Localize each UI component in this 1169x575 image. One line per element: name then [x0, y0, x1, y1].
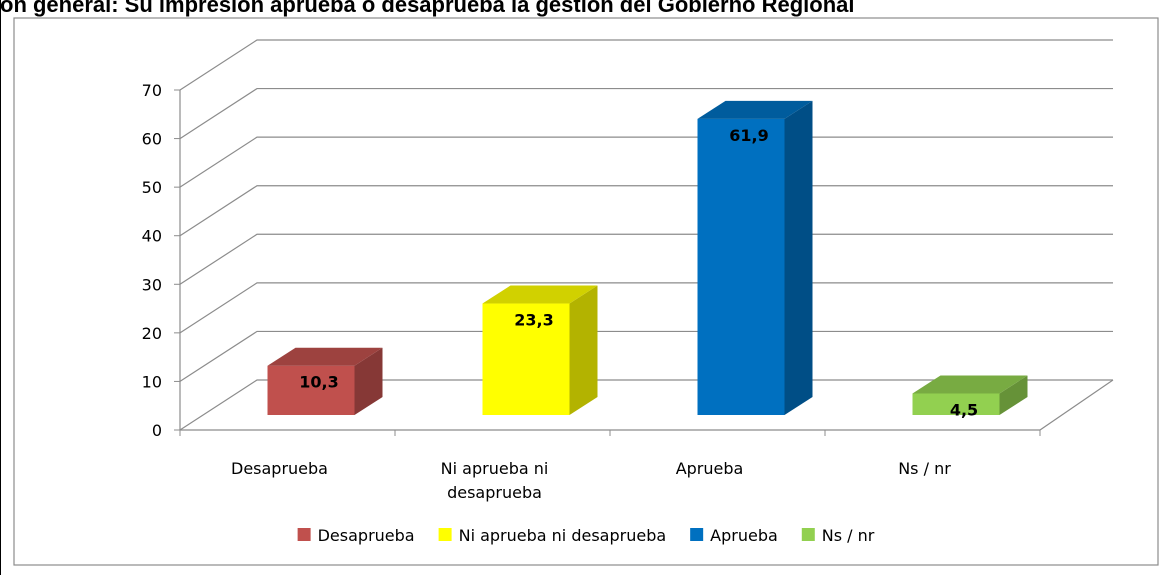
- y-tick-label: 60: [142, 130, 162, 149]
- data-label: 10,3: [299, 373, 338, 392]
- bar: [482, 285, 598, 415]
- grid-line: [179, 39, 1113, 91]
- bar-front: [482, 303, 570, 415]
- legend-swatch: [438, 528, 452, 541]
- grid-line: [179, 330, 1113, 382]
- x-tick-label: Aprueba: [676, 459, 744, 478]
- grid-line: [179, 185, 1113, 237]
- bar: [912, 375, 1028, 415]
- y-tick-label: 0: [152, 421, 162, 440]
- data-label: 23,3: [514, 311, 553, 330]
- bar-front: [912, 393, 1000, 415]
- bar-side: [784, 100, 813, 415]
- y-tick-label: 50: [142, 178, 162, 197]
- bar: [697, 100, 813, 415]
- y-tick-label: 30: [142, 275, 162, 294]
- data-label: 4,5: [950, 400, 978, 419]
- legend-label: Ns / nr: [822, 526, 875, 545]
- y-tick-label: 40: [142, 227, 162, 246]
- grid-line: [179, 136, 1113, 188]
- bar-top: [482, 285, 598, 304]
- grid-line: [179, 379, 1113, 431]
- bar-front: [697, 118, 785, 415]
- x-tick-label: Desaprueba: [231, 459, 328, 478]
- grid-line: [179, 233, 1113, 285]
- bar-side: [999, 375, 1028, 415]
- bar-top: [697, 100, 813, 119]
- legend-label: Ni aprueba ni desaprueba: [459, 526, 667, 545]
- legend-label: Desaprueba: [318, 526, 415, 545]
- bar-top: [912, 375, 1028, 394]
- grid-line: [179, 282, 1113, 334]
- bar: [267, 347, 383, 415]
- legend: Desaprueba Ni aprueba ni desaprueba Aprueb…: [297, 526, 875, 545]
- x-tick-label: Ni aprueba ni desaprueba: [441, 459, 549, 502]
- chart-title: on general: Su impresión aprueba o desap…: [0, 0, 855, 17]
- data-label: 61,9: [729, 126, 768, 145]
- legend-swatch: [690, 528, 704, 541]
- y-tick-label: 20: [142, 324, 162, 343]
- bar-top: [267, 347, 383, 366]
- x-tick-label: Ns / nr: [898, 459, 951, 478]
- bar-front: [267, 365, 355, 415]
- legend-swatch: [297, 528, 311, 541]
- grid-line: [179, 87, 1113, 140]
- bar-side: [569, 285, 598, 415]
- y-tick-label: 10: [142, 372, 162, 391]
- legend-label: Aprueba: [710, 526, 778, 545]
- y-tick-label: 70: [142, 81, 162, 100]
- bar-side: [354, 347, 383, 415]
- legend-swatch: [801, 528, 815, 541]
